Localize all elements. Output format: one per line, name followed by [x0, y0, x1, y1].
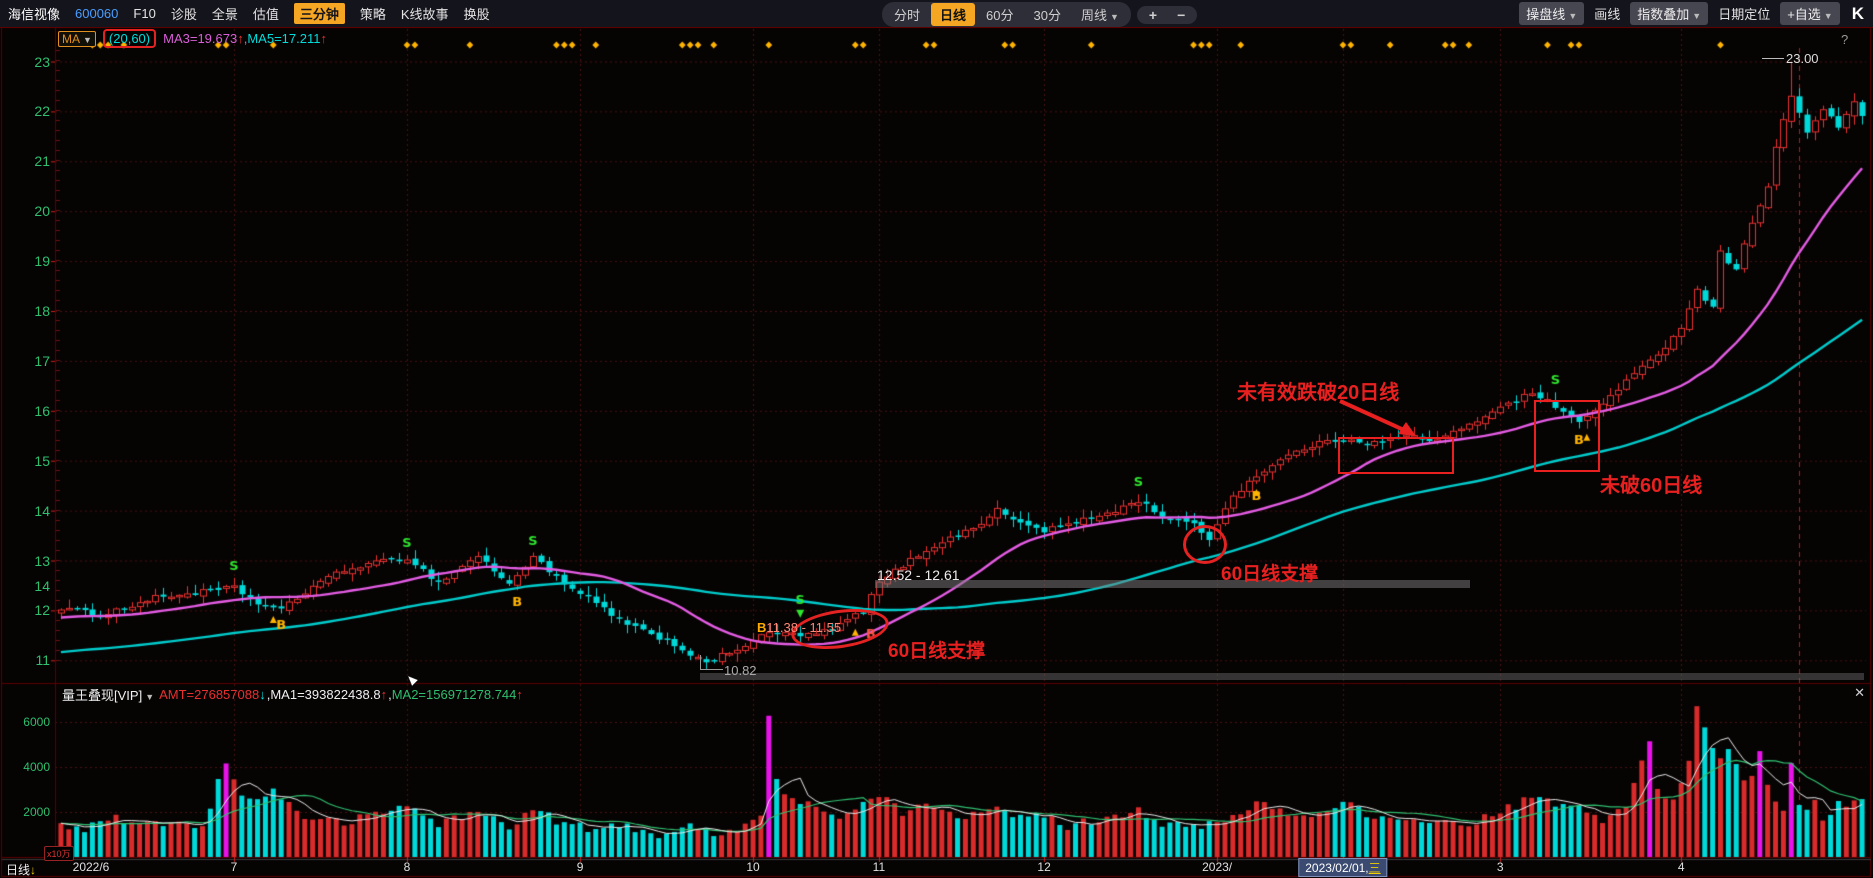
zhishu-diejia-button[interactable]: 指数叠加 ▼: [1630, 2, 1709, 25]
date-axis-label: 9: [576, 860, 584, 874]
stock-name: 海信视像: [8, 7, 61, 22]
menu-item-sanfenzhong[interactable]: 三分钟: [293, 3, 345, 24]
volume-axis-label: 2000: [23, 805, 50, 819]
price-axis-label: 18: [34, 303, 50, 319]
date-axis-label: 4: [1677, 860, 1685, 874]
price-axis-label: 20: [34, 203, 50, 220]
mouse-cursor: [408, 676, 419, 687]
down-arrow-icon: ↓: [259, 687, 266, 702]
tab-30min[interactable]: 30分: [1033, 8, 1061, 23]
date-axis-label: 12: [1037, 860, 1051, 874]
chevron-down-icon: ▼: [83, 34, 92, 45]
menu-item-kxian-gushi[interactable]: K线故事: [400, 7, 449, 22]
price-axis-label: 23: [34, 53, 50, 70]
date-locator-highlight: 2023/02/01,三: [1298, 858, 1388, 877]
close-icon[interactable]: ✕: [1854, 685, 1865, 700]
help-icon[interactable]: ?: [1841, 32, 1849, 47]
chevron-down-icon: ▼: [1692, 11, 1702, 21]
chevron-down-icon: ▼: [1109, 12, 1119, 22]
caopanxian-button[interactable]: 操盘线 ▼: [1519, 2, 1585, 25]
up-arrow-icon: ↑: [320, 31, 327, 46]
menu-item-quanjing[interactable]: 全景: [211, 7, 238, 22]
price-axis-label: 11: [35, 652, 50, 669]
date-axis-label: 10: [746, 860, 760, 874]
top-toolbar: 海信视像 600060 F10 诊股 全景 估值 三分钟 策略 K线故事 换股 …: [0, 0, 1873, 28]
up-arrow-icon: ↑: [380, 687, 388, 702]
app-logo[interactable]: K: [1851, 3, 1864, 23]
period-indicator[interactable]: 日线↓: [6, 863, 37, 877]
ma-selector-button[interactable]: MA ▼: [58, 30, 96, 47]
price-axis-label: 17: [34, 352, 50, 369]
amt-value: AMT=276857088↓: [159, 687, 266, 702]
date-axis-label: 11: [872, 860, 886, 874]
tab-zhouxian[interactable]: 周线 ▼: [1080, 8, 1119, 23]
menu-item-huangu[interactable]: 换股: [463, 7, 490, 22]
chevron-down-icon: ▼: [145, 692, 155, 702]
huaxian-button[interactable]: 画线: [1594, 7, 1621, 22]
add-watchlist-button[interactable]: +自选 ▼: [1780, 2, 1840, 25]
vol-ma1-value: ,MA1=393822438.8↑: [266, 687, 388, 702]
chevron-down-icon: ▼: [1823, 11, 1833, 21]
ma5-value: ,MA5=17.211↑: [243, 31, 327, 46]
down-arrow-icon: ↓: [30, 863, 37, 877]
chevron-down-icon: ▼: [1568, 11, 1578, 21]
period-tabs: 分时 日线 60分 30分 周线 ▼: [882, 2, 1131, 27]
right-menu: 操盘线 ▼ 画线 指数叠加 ▼ 日期定位 +自选 ▼ K: [1519, 2, 1867, 25]
date-axis-label: 7: [230, 860, 238, 874]
ma3-value: MA3=19.673↑: [163, 31, 244, 46]
zoom-controls: + −: [1136, 5, 1198, 24]
menu-item-zhengu[interactable]: 诊股: [170, 7, 197, 22]
volume-unit-label: x10万: [44, 846, 74, 861]
date-axis: 2023/02/01,三 2022/6 7 8 9 10 11 12 2023/3 4: [0, 858, 1873, 877]
vol-ma2-value: ,MA2=156971278.744↑: [388, 687, 523, 702]
menu-item-f10[interactable]: F10: [133, 6, 156, 21]
menu-item-guzhi[interactable]: 估值: [252, 7, 279, 22]
date-axis-label: 2023/: [1202, 860, 1233, 874]
price-axis-label: 13: [34, 552, 50, 569]
volume-indicator-header: 量王叠现[VIP] ▼ AMT=276857088↓ ,MA1=393822438…: [62, 685, 523, 704]
tab-rixian[interactable]: 日线: [931, 3, 976, 26]
ma-indicator-bar: MA ▼ (20,60) MA3=19.673↑ ,MA5=17.211↑: [58, 29, 327, 48]
riqi-dingwei-button[interactable]: 日期定位: [1718, 7, 1771, 22]
tab-60min[interactable]: 60分: [986, 8, 1014, 23]
volume-indicator-name[interactable]: 量王叠现[VIP] ▼: [62, 688, 155, 703]
tab-fenshi[interactable]: 分时: [894, 8, 921, 23]
date-axis-label: 8: [403, 860, 411, 874]
date-axis-label: 2022/6: [72, 860, 110, 874]
price-axis-label: 21: [34, 153, 50, 170]
price-axis-label: 22: [34, 103, 50, 120]
volume-axis-label: 6000: [23, 715, 50, 729]
date-axis-label: 3: [1496, 860, 1504, 874]
price-axis-label: 16: [34, 402, 50, 419]
left-menu: 海信视像 600060 F10 诊股 全景 估值 三分钟 策略 K线故事 换股: [8, 0, 490, 27]
period-tab-bar: 分时 日线 60分 30分 周线 ▼ + −: [882, 2, 1198, 27]
price-axis-label: 19: [34, 253, 50, 270]
price-axis-label: 12: [34, 602, 50, 619]
zoom-in-button[interactable]: +: [1148, 6, 1158, 23]
stock-code[interactable]: 600060: [75, 6, 119, 21]
price-axis-label: 14: [34, 502, 50, 519]
up-arrow-icon: ↑: [516, 687, 523, 702]
volume-axis-label: 4000: [23, 760, 50, 774]
menu-item-celue[interactable]: 策略: [359, 7, 386, 22]
ma-params-highlight-box: (20,60): [102, 29, 157, 48]
up-arrow-icon: ↑: [237, 31, 244, 46]
zoom-out-button[interactable]: −: [1177, 6, 1186, 23]
price-axis-label: 15: [34, 452, 50, 469]
price-axis-label: 14: [34, 578, 50, 595]
